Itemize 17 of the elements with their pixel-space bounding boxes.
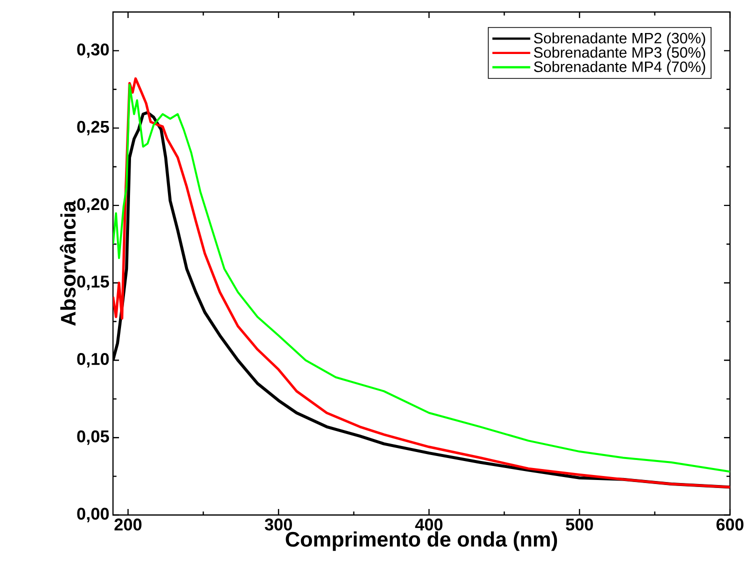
legend-label: Sobrenadante MP3 (50%) bbox=[534, 46, 706, 61]
x-axis-title: Comprimento de onda (nm) bbox=[286, 531, 558, 551]
y-tick-label: 0,05 bbox=[77, 430, 110, 445]
x-tick-label: 300 bbox=[264, 518, 292, 531]
y-tick-label: 0,10 bbox=[77, 353, 109, 368]
y-tick-label: 0,20 bbox=[77, 198, 109, 213]
y-tick-label: 0,25 bbox=[77, 120, 110, 136]
x-tick-label: 400 bbox=[415, 518, 442, 531]
y-tick-label: 0,00 bbox=[77, 508, 109, 522]
y-tick-label: 0,30 bbox=[77, 43, 109, 58]
x-tick-label: 500 bbox=[566, 518, 593, 531]
legend-label: Sobrenadante MP2 (30%) bbox=[534, 32, 706, 46]
y-axis-title: Absorvância bbox=[60, 200, 76, 326]
x-tick-label: 200 bbox=[114, 518, 142, 531]
y-tick-label: 0,15 bbox=[77, 276, 110, 290]
x-tick-label: 600 bbox=[716, 518, 744, 531]
legend-label: Sobrenadante MP4 (70%) bbox=[534, 61, 706, 76]
